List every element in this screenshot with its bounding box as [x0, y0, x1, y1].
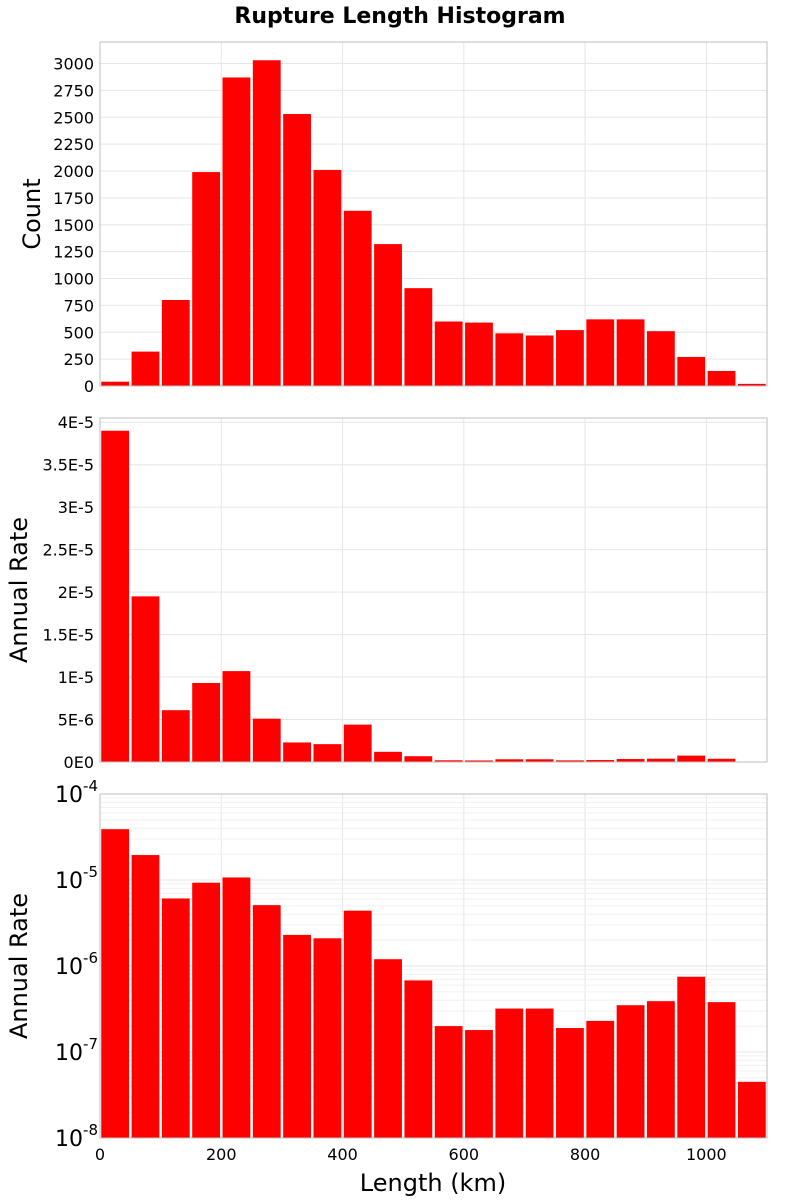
- y-tick-label: 3000: [53, 55, 94, 74]
- histogram-bar: [677, 977, 705, 1138]
- y-tick-label: 1E-5: [58, 668, 94, 687]
- chart-panel-2: 0E0 5E-6 1E-5 1.5E-5 2E-5 2.5E-5 3E-5 3.5E-5 4E-…: [5, 413, 767, 772]
- histogram-bar: [344, 211, 372, 386]
- histogram-bar: [283, 114, 311, 386]
- histogram-bar: [101, 829, 129, 1138]
- y-tick-label: 2750: [53, 81, 94, 100]
- histogram-bar: [192, 172, 220, 386]
- x-axis-label: Length (km): [360, 1169, 506, 1197]
- histogram-bar: [374, 752, 402, 762]
- histogram-bar: [313, 170, 341, 386]
- histogram-bar: [192, 883, 220, 1138]
- histogram-bar: [404, 288, 432, 386]
- y-tick-label: 1750: [53, 189, 94, 208]
- y-tick-label: 2250: [53, 135, 94, 154]
- histogram-bar: [647, 1001, 675, 1138]
- histogram-bar: [617, 319, 645, 386]
- y-tick-label: 10-5: [55, 863, 98, 894]
- y-axis-label: Count: [18, 178, 46, 249]
- histogram-bar: [617, 1005, 645, 1138]
- histogram-bar: [162, 300, 190, 386]
- histogram-bar: [526, 1009, 554, 1138]
- histogram-bar: [374, 244, 402, 386]
- x-tick-label: 1000: [686, 1145, 727, 1164]
- chart-panel-1: 0 250 500 750 1000 1250 1500 1750 2000 2250 2500 27…: [18, 42, 767, 396]
- histogram-bar: [313, 938, 341, 1138]
- histogram-bar: [738, 1082, 766, 1138]
- histogram-bar: [708, 371, 736, 386]
- histogram-bar: [344, 725, 372, 762]
- chart-panel-3: 10-8 10-7 10-6 10-5 10-4 Annual Rate: [5, 777, 767, 1152]
- histogram-bar: [313, 744, 341, 762]
- histogram-bar: [526, 335, 554, 386]
- histogram-bar: [101, 431, 129, 762]
- histogram-bar: [374, 959, 402, 1138]
- histogram-bar: [404, 756, 432, 762]
- histogram-bar: [253, 719, 281, 762]
- histogram-bar: [101, 382, 129, 386]
- histogram-bar: [132, 855, 160, 1138]
- y-tick-label: 2000: [53, 162, 94, 181]
- histogram-bar: [708, 1002, 736, 1138]
- y-tick-label: 0E0: [64, 753, 94, 772]
- y-tick-label: 3.5E-5: [42, 456, 94, 475]
- histogram-bar: [283, 742, 311, 762]
- histogram-bar: [495, 1009, 523, 1138]
- y-tick-label: 500: [63, 323, 94, 342]
- x-tick-label: 200: [206, 1145, 237, 1164]
- x-tick-label: 800: [570, 1145, 601, 1164]
- y-tick-label: 4E-5: [58, 413, 94, 432]
- y-axis-label: Annual Rate: [5, 517, 33, 663]
- histogram-bar: [162, 898, 190, 1138]
- histogram-bar: [435, 1026, 463, 1138]
- histogram-bar: [677, 357, 705, 386]
- y-tick-label: 1250: [53, 243, 94, 262]
- histogram-bar: [465, 323, 493, 386]
- y-axis-label: Annual Rate: [5, 893, 33, 1039]
- y-tick-label: 750: [63, 296, 94, 315]
- histogram-bar: [495, 333, 523, 386]
- histogram-bar: [435, 322, 463, 387]
- histogram-bar: [677, 756, 705, 762]
- y-tick-label: 1000: [53, 270, 94, 289]
- y-tick-label: 2500: [53, 108, 94, 127]
- y-tick-label: 250: [63, 350, 94, 369]
- x-tick-label: 400: [327, 1145, 358, 1164]
- histogram-bar: [556, 1028, 584, 1138]
- y-tick-label: 10-7: [55, 1035, 98, 1066]
- y-tick-label: 1.5E-5: [42, 626, 94, 645]
- histogram-bar: [586, 319, 614, 386]
- y-tick-label: 0: [84, 377, 94, 396]
- histogram-bar: [344, 911, 372, 1138]
- y-tick-label: 2E-5: [58, 583, 94, 602]
- y-tick-label: 10-4: [55, 777, 98, 808]
- histogram-bar: [132, 352, 160, 386]
- histogram-bar: [253, 60, 281, 386]
- histogram-bar: [223, 671, 251, 762]
- histogram-bar: [253, 905, 281, 1138]
- histogram-bar: [556, 330, 584, 386]
- histogram-bar: [223, 77, 251, 386]
- y-tick-label: 10-6: [55, 949, 98, 980]
- histogram-bar: [132, 596, 160, 762]
- histogram-bar: [586, 1021, 614, 1138]
- histogram-bar: [404, 980, 432, 1138]
- y-tick-label: 10-8: [55, 1121, 98, 1152]
- x-tick-label: 0: [95, 1145, 105, 1164]
- histogram-bar: [223, 877, 251, 1138]
- histogram-bar: [647, 331, 675, 386]
- histogram-bar: [283, 935, 311, 1138]
- x-tick-label: 600: [449, 1145, 480, 1164]
- y-tick-label: 1500: [53, 216, 94, 235]
- y-tick-label: 3E-5: [58, 498, 94, 517]
- histogram-bar: [192, 683, 220, 762]
- histogram-bar: [162, 710, 190, 762]
- y-tick-label: 2.5E-5: [42, 541, 94, 560]
- y-tick-label: 5E-6: [58, 711, 94, 730]
- chart-title: Rupture Length Histogram: [234, 4, 565, 29]
- histogram-bar: [465, 1030, 493, 1138]
